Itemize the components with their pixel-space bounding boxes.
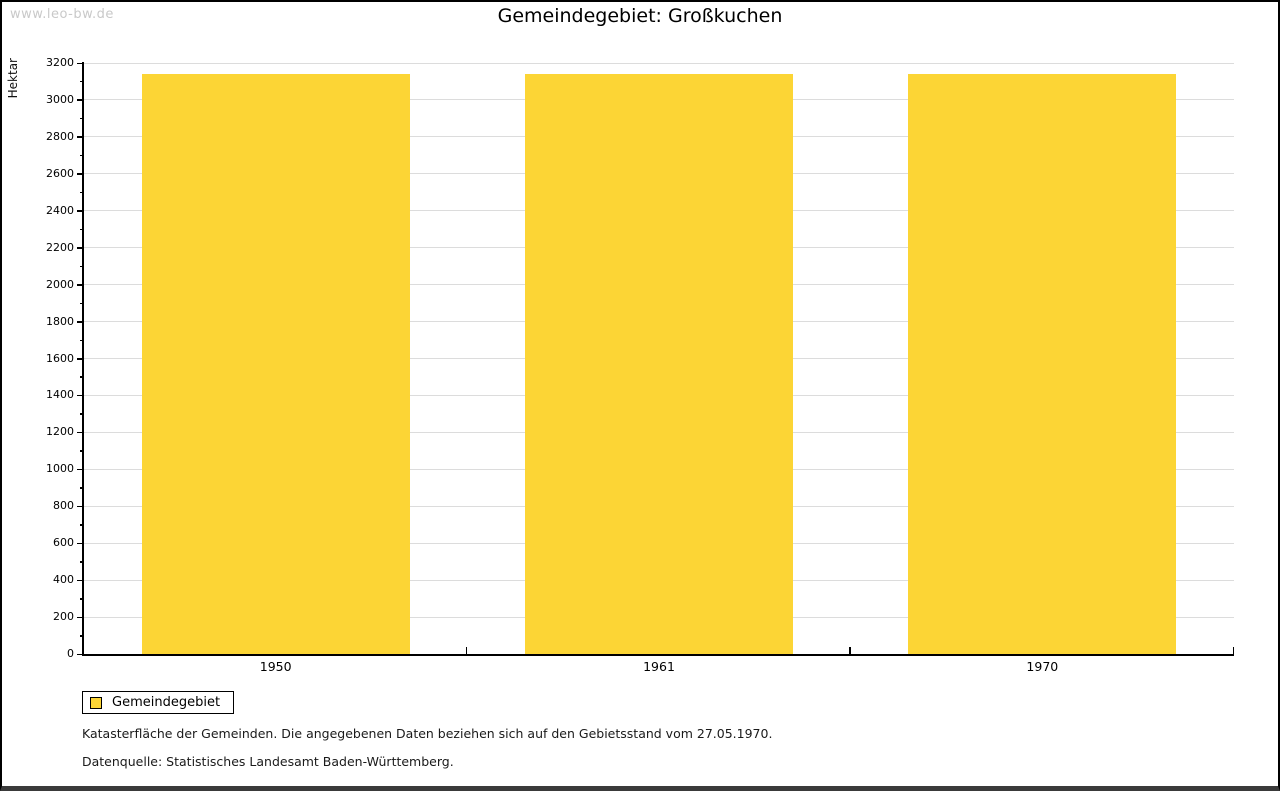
y-tick — [77, 468, 84, 471]
y-tick-label: 2400 — [46, 203, 74, 217]
y-tick-label: 200 — [53, 610, 74, 624]
y-tick — [77, 173, 84, 175]
y-tick — [77, 247, 84, 249]
y-tick — [77, 321, 84, 323]
y-axis-line — [82, 62, 84, 656]
y-tick-label: 0 — [67, 647, 74, 660]
bar — [141, 74, 410, 654]
y-tick — [77, 616, 84, 619]
y-tick-label: 2600 — [46, 166, 74, 180]
gridline — [84, 62, 1234, 64]
y-tick — [77, 542, 84, 545]
y-tick-label: 2800 — [46, 129, 74, 143]
x-tick — [1232, 647, 1234, 654]
y-tick — [77, 505, 84, 508]
x-axis-line — [82, 654, 1234, 656]
y-tick-label: 400 — [53, 573, 74, 587]
x-tick-label: 1970 — [1026, 659, 1059, 674]
y-tick — [77, 210, 84, 212]
y-tick-label: 1400 — [46, 388, 74, 402]
y-tick-label: 1600 — [46, 351, 74, 365]
x-tick-label: 1961 — [643, 659, 675, 674]
bar — [908, 74, 1177, 654]
y-tick-label: 1800 — [46, 314, 74, 328]
y-tick-label: 2200 — [46, 240, 74, 254]
y-tick — [77, 431, 84, 434]
footnote-text: Katasterfläche der Gemeinden. Die angege… — [82, 726, 773, 741]
chart-title: Gemeindegebiet: Großkuchen — [497, 5, 783, 27]
data-source-text: Datenquelle: Statistisches Landesamt Bad… — [82, 754, 454, 769]
y-tick-label: 1200 — [46, 425, 74, 439]
legend-swatch — [90, 696, 102, 709]
x-tick-label: 1950 — [259, 659, 292, 674]
x-tick — [849, 647, 851, 654]
y-tick-label: 3200 — [46, 56, 74, 69]
x-tick — [465, 647, 468, 654]
y-tick-label: 800 — [53, 499, 74, 513]
legend-label: Gemeindegebiet — [112, 695, 221, 710]
y-tick — [77, 99, 84, 101]
y-tick — [77, 394, 84, 397]
y-tick — [77, 653, 84, 655]
y-tick — [77, 136, 84, 138]
y-tick — [77, 62, 84, 64]
y-tick-label: 3000 — [46, 92, 74, 106]
y-tick — [77, 358, 84, 360]
y-tick — [77, 579, 84, 582]
y-tick-label: 600 — [53, 536, 74, 550]
legend-box: Gemeindegebiet — [82, 691, 234, 714]
y-tick-label: 2000 — [46, 277, 74, 291]
y-tick-label: 1000 — [46, 462, 74, 476]
y-tick — [77, 284, 84, 286]
bar — [525, 74, 793, 654]
watermark-text: www.leo-bw.de — [10, 7, 114, 22]
